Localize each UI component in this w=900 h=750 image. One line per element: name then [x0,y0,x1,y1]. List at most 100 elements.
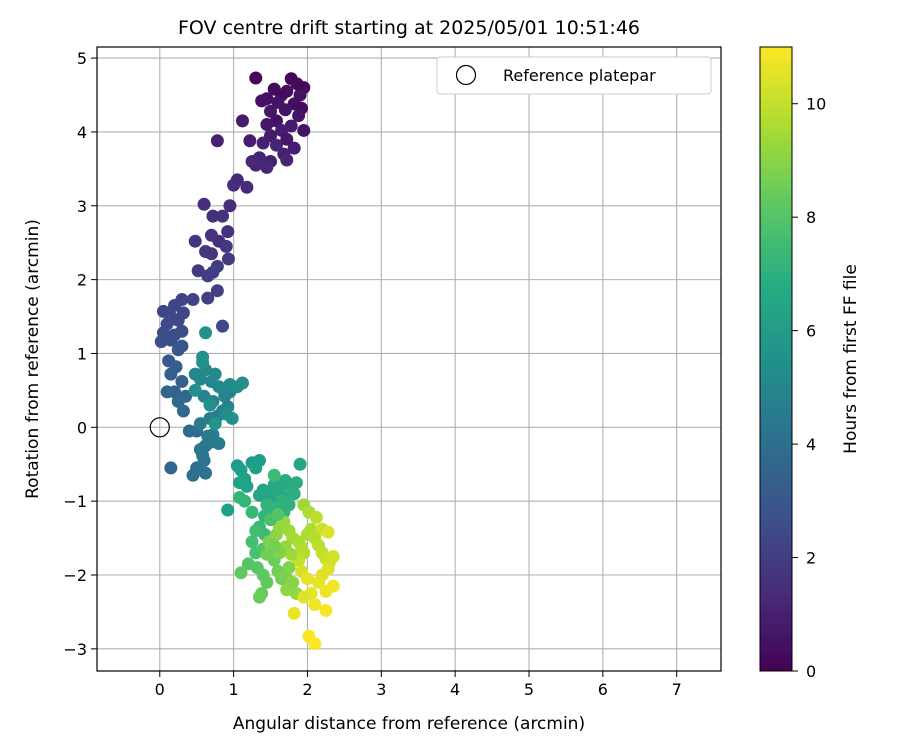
colorbar-tick-label: 2 [806,549,816,568]
data-point [196,355,210,369]
data-point [221,503,235,517]
data-point [260,547,274,561]
colorbar [759,46,793,672]
data-point [164,461,178,475]
data-point [287,141,301,155]
plot-frame [96,46,722,672]
data-point [260,575,274,589]
data-point [204,247,218,261]
data-point [293,457,307,471]
data-point [243,134,257,148]
data-point [260,118,274,132]
y-axis-ticks: −3 −2 −1 0 1 2 3 4 5 [63,49,97,659]
data-point [164,367,178,381]
data-point [326,579,340,593]
data-point [249,461,263,475]
data-point [210,134,224,148]
legend-marker [455,64,477,86]
data-point [284,547,298,561]
data-point [326,550,340,564]
colorbar-tick-label: 4 [806,435,816,454]
data-point [245,505,259,519]
data-point [199,466,213,480]
y-tick-label: 0 [77,418,87,437]
data-point [278,103,292,117]
data-point [188,383,202,397]
y-axis-label: Rotation from reference (arcmin) [23,219,43,499]
data-point [176,404,190,418]
data-point [267,468,281,482]
x-axis-ticks: 0 1 2 3 4 5 6 7 [155,671,682,699]
data-point [249,524,263,538]
data-point [197,197,211,211]
reference-marker-layer [149,417,170,438]
data-point [260,498,274,512]
data-point [235,376,249,390]
data-point [154,335,168,349]
x-tick-label: 0 [155,680,165,699]
y-tick-label: 4 [77,123,87,142]
data-point [191,264,205,278]
data-point [260,160,274,174]
data-point [255,94,269,108]
data-point [171,343,185,357]
data-point [208,417,222,431]
y-tick-label: 2 [77,271,87,290]
data-point [234,566,248,580]
data-point [193,417,207,431]
data-point [269,138,283,152]
data-point [219,407,233,421]
data-point [160,385,174,399]
data-point [223,199,237,213]
x-tick-label: 5 [524,680,534,699]
y-tick-label: 1 [77,344,87,363]
data-point [199,326,213,340]
grid-lines [97,47,721,671]
data-point [292,109,306,123]
data-point [206,209,220,223]
data-point [249,158,263,172]
data-point [252,590,266,604]
data-point [221,225,235,239]
data-point [312,575,326,589]
data-point [319,603,333,617]
data-point [280,132,294,146]
data-point [201,291,215,305]
legend-box [436,56,712,95]
data-point [256,136,270,150]
data-point [216,209,230,223]
y-tick-label: −2 [63,566,87,585]
data-point [240,180,254,194]
legend-entry-reference-platepar: Reference platepar [503,66,656,85]
data-point [219,239,233,253]
data-point [216,319,230,333]
data-point [188,234,202,248]
data-point [240,479,254,493]
data-point [175,375,189,389]
y-tick-label: 3 [77,197,87,216]
x-tick-label: 2 [302,680,312,699]
data-point [297,590,311,604]
colorbar-label: Hours from first FF file [841,264,861,454]
colorbar-tick-label: 0 [806,662,816,681]
x-axis-label: Angular distance from reference (arcmin) [233,714,585,734]
data-point [221,252,235,266]
data-point [271,507,285,521]
data-point [297,123,311,137]
data-point [308,598,322,612]
data-points [154,71,340,651]
data-point [227,178,241,192]
data-point [186,293,200,307]
data-point [300,572,314,586]
legend: Reference platepar [436,56,712,95]
x-tick-label: 1 [229,680,239,699]
data-point [238,494,252,508]
data-point [201,269,215,283]
y-tick-label: 5 [77,49,87,68]
data-point [171,394,185,408]
colorbar-tick-label: 10 [806,95,826,114]
data-point [186,468,200,482]
data-point [321,525,335,539]
data-point [287,487,301,501]
